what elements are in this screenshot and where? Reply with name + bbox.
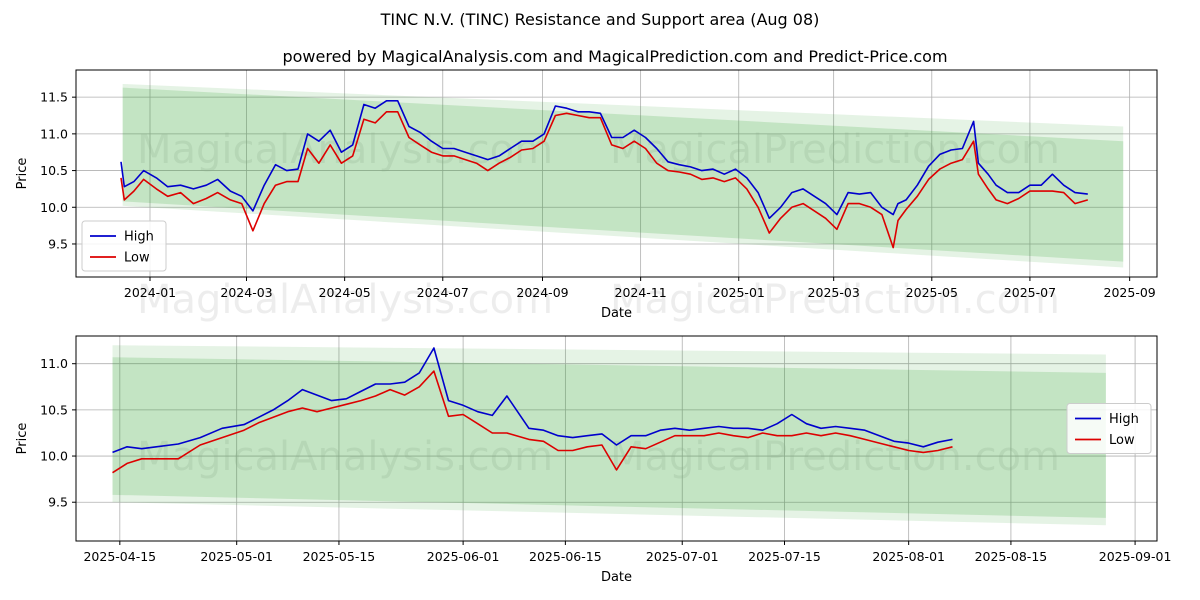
- legend: High Low: [1066, 403, 1152, 454]
- x-tick-label: 2024-09: [516, 285, 568, 300]
- y-tick-label: 11.5: [40, 90, 68, 105]
- watermark-analysis-bottom: MagicalAnalysis.com: [137, 434, 553, 480]
- support-resistance-band: [112, 345, 1106, 526]
- watermark-layer: MagicalAnalysis.com MagicalPrediction.co…: [137, 127, 1060, 480]
- watermark-prediction-mid: MagicalPrediction.com: [610, 277, 1060, 323]
- support-resistance-band: [122, 87, 1124, 262]
- x-tick-label: 2025-06-01: [427, 549, 500, 564]
- x-tick-label: 2024-01: [124, 285, 176, 300]
- chart-subtitle: powered by MagicalAnalysis.com and Magic…: [282, 47, 947, 66]
- x-tick-label: 2024-11: [615, 285, 667, 300]
- legend-box: [81, 220, 167, 272]
- watermark-analysis-mid: MagicalAnalysis.com: [137, 277, 553, 323]
- x-tick-label: 2025-09-01: [1099, 549, 1172, 564]
- y-tick-label: 10.5: [40, 163, 68, 178]
- y-tick-label: 9.5: [48, 236, 68, 251]
- y-tick-label: 10.5: [40, 402, 68, 417]
- top-chart-panel: 2024-01 2024-03 2024-05 2024-07 2024-09 2024-…: [15, 69, 1158, 321]
- support-resistance-band: [122, 83, 1124, 268]
- legend: High Low: [81, 220, 167, 272]
- high-series-line: [120, 100, 1088, 220]
- legend-low-label: Low: [124, 251, 150, 266]
- x-tick-label: 2025-01: [713, 285, 765, 300]
- y-tick-label: 11.0: [40, 126, 68, 141]
- y-tick-label: 10.0: [40, 200, 68, 215]
- x-tick-label: 2025-07: [1004, 285, 1056, 300]
- x-tick-label: 2024-03: [220, 285, 272, 300]
- x-tick-label: 2025-05-15: [303, 549, 376, 564]
- high-series-line: [112, 347, 953, 454]
- low-series-line: [120, 111, 1089, 249]
- legend-high-label: High: [1109, 412, 1139, 427]
- x-axis-label: Date: [601, 306, 632, 321]
- x-tick-label: 2024-07: [417, 285, 469, 300]
- watermark-prediction-bottom: MagicalPrediction.com: [610, 434, 1060, 480]
- plot-frame: [75, 69, 1158, 278]
- y-tick-label: 9.5: [48, 495, 68, 510]
- x-tick-label: 2025-05-01: [200, 549, 273, 564]
- x-tick-label: 2025-09: [1104, 285, 1156, 300]
- chart-title: TINC N.V. (TINC) Resistance and Support …: [380, 10, 820, 29]
- x-tick-label: 2025-05: [906, 285, 958, 300]
- x-tick-label: 2025-08-15: [975, 549, 1048, 564]
- x-tick-label: 2025-03: [808, 285, 860, 300]
- support-resistance-band: [112, 357, 1106, 518]
- y-tick-label: 11.0: [40, 356, 68, 371]
- x-tick-label: 2025-07-15: [748, 549, 821, 564]
- x-axis-label: Date: [601, 570, 632, 585]
- x-tick-label: 2025-08-01: [872, 549, 945, 564]
- x-tick-label: 2024-05: [319, 285, 371, 300]
- legend-high-label: High: [124, 230, 154, 245]
- x-tick-label: 2025-07-01: [646, 549, 719, 564]
- plot-frame: [75, 335, 1158, 542]
- x-tick-label: 2025-06-15: [529, 549, 602, 564]
- y-axis-label: Price: [15, 158, 30, 190]
- bottom-chart-panel: 2025-04-15 2025-05-01 2025-05-15 2025-06-01…: [15, 335, 1172, 585]
- legend-low-label: Low: [1109, 433, 1135, 448]
- y-tick-label: 10.0: [40, 449, 68, 464]
- low-series-line: [112, 370, 953, 474]
- x-tick-label: 2025-04-15: [83, 549, 156, 564]
- legend-box: [1066, 403, 1152, 454]
- y-axis-label: Price: [15, 423, 30, 455]
